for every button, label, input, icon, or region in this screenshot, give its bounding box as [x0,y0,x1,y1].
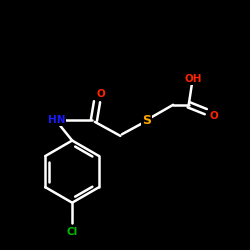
Text: O: O [209,111,218,121]
Text: OH: OH [184,74,202,84]
Text: O: O [97,89,106,99]
Text: S: S [142,114,151,127]
Text: Cl: Cl [66,227,78,237]
Text: HN: HN [48,115,66,125]
